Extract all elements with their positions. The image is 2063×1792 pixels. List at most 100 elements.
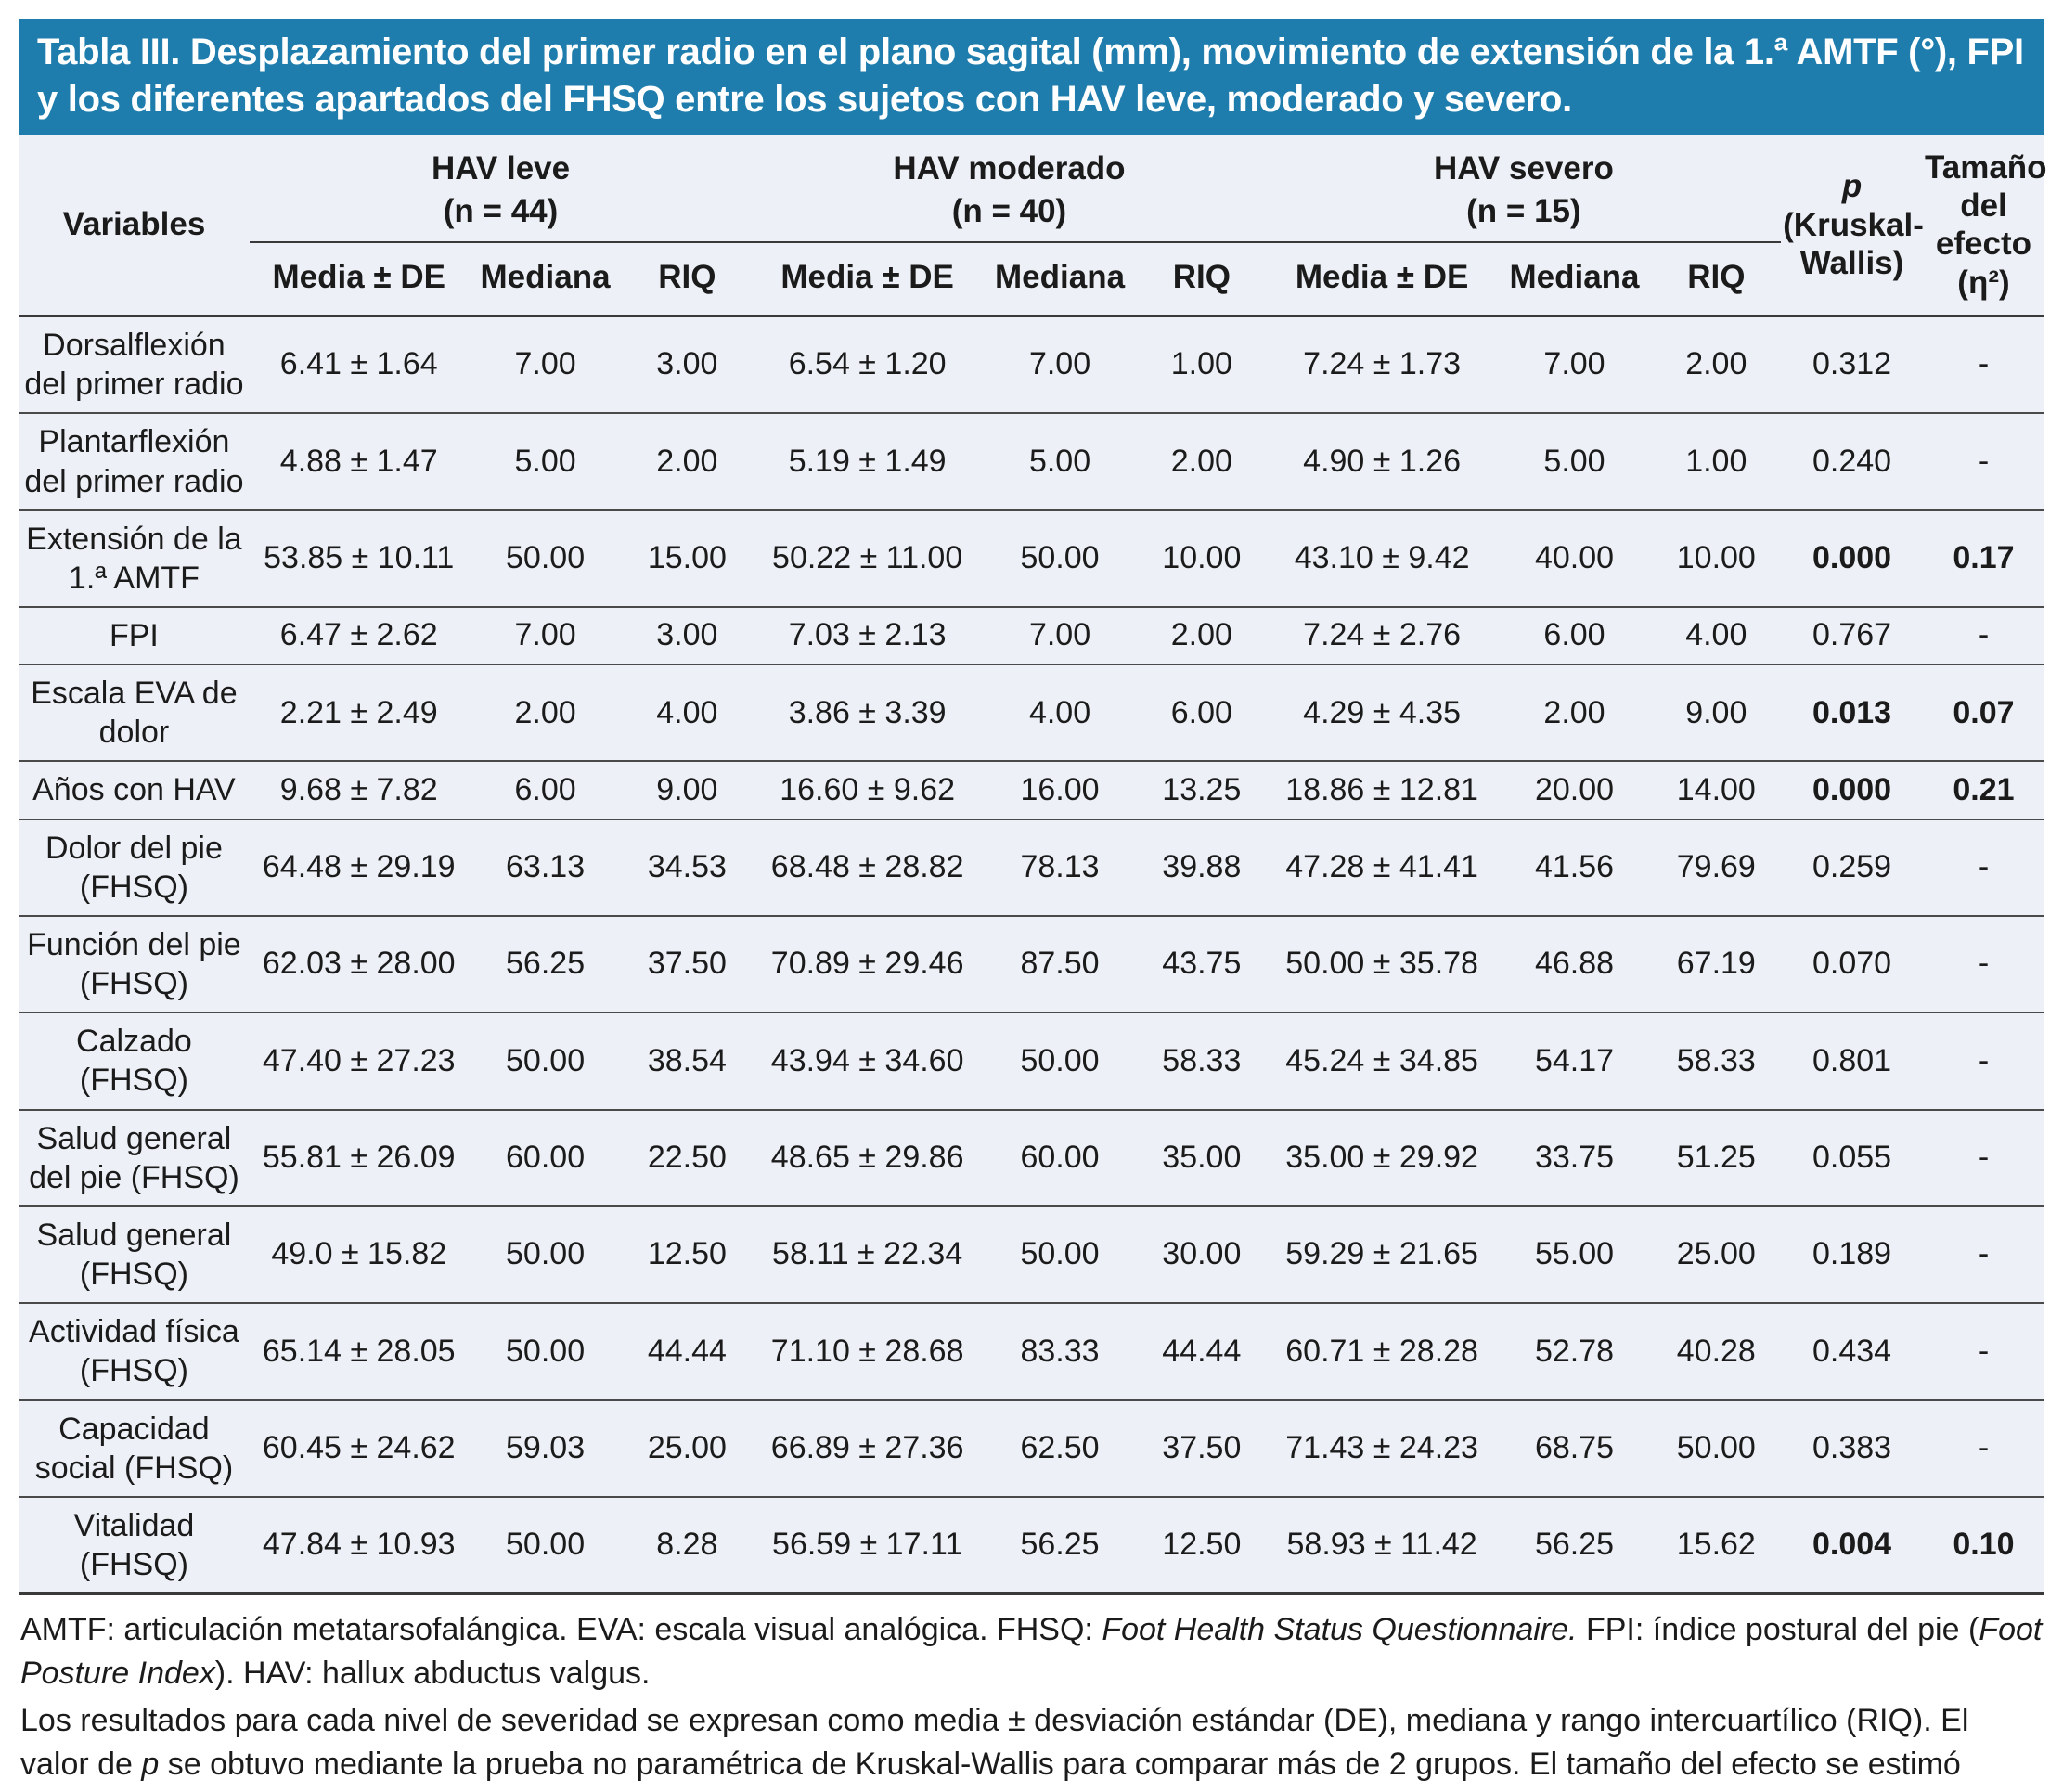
stat-value: 50.00 — [1651, 1399, 1782, 1498]
row-label: Función del pie (FHSQ) — [19, 915, 250, 1014]
stat-value: 3.86 ± 3.39 — [752, 664, 984, 763]
group-n: (n = 44) — [443, 192, 559, 229]
row-label: Dorsalflexión del primer radio — [19, 316, 250, 415]
stat-value: 18.86 ± 12.81 — [1266, 761, 1498, 820]
effect-size-value: 0.21 — [1922, 761, 2044, 820]
group-header-row: Variables HAV leve (n = 44) HAV moderado… — [19, 135, 2047, 318]
stat-value: 68.48 ± 28.82 — [752, 819, 984, 917]
stat-value: 55.00 — [1497, 1205, 1652, 1305]
stat-value: 3.00 — [622, 316, 753, 415]
stat-header-riq: RIQ — [622, 242, 753, 318]
stat-value: 50.00 — [983, 1205, 1137, 1305]
stat-value: 54.17 — [1497, 1012, 1652, 1111]
effect-size-value: 0.17 — [1922, 509, 2044, 609]
stat-value: 9.00 — [622, 761, 753, 820]
stat-value: 58.33 — [1651, 1012, 1782, 1111]
stat-value: 6.47 ± 2.62 — [249, 607, 469, 666]
row-label: Escala EVA de dolor — [19, 664, 250, 763]
p-value: 0.383 — [1781, 1399, 1923, 1498]
stat-value: 8.28 — [622, 1496, 753, 1596]
stat-value: 63.13 — [468, 819, 623, 917]
stat-value: 9.00 — [1651, 664, 1782, 763]
stat-value: 68.75 — [1497, 1399, 1652, 1498]
table-row: Vitalidad (FHSQ) 47.84 ± 10.93 50.00 8.28 56… — [19, 1496, 2044, 1596]
stat-value: 14.00 — [1651, 761, 1782, 820]
stat-value: 50.00 — [468, 1205, 623, 1305]
stat-value: 50.00 — [468, 509, 623, 609]
effect-size-value: - — [1922, 413, 2044, 511]
stat-value: 79.69 — [1651, 819, 1782, 917]
stat-value: 5.00 — [468, 413, 623, 511]
effect-size-value: - — [1922, 1399, 2044, 1498]
stat-value: 2.00 — [468, 664, 623, 763]
stat-value: 60.71 ± 28.28 — [1266, 1303, 1498, 1401]
eta-squared-symbol: (η²) — [1957, 264, 2010, 301]
stat-value: 50.00 ± 35.78 — [1266, 915, 1498, 1014]
row-label: Plantarflexión del primer radio — [19, 413, 250, 511]
stat-value: 9.68 ± 7.82 — [249, 761, 469, 820]
effect-size-value: - — [1922, 1012, 2044, 1111]
stat-value: 60.45 ± 24.62 — [249, 1399, 469, 1498]
row-label: Vitalidad (FHSQ) — [19, 1496, 250, 1596]
row-label: Capacidad social (FHSQ) — [19, 1399, 250, 1498]
stat-value: 15.00 — [622, 509, 753, 609]
stat-value: 4.88 ± 1.47 — [249, 413, 469, 511]
p-value: 0.000 — [1781, 509, 1923, 609]
effect-size-value: - — [1922, 316, 2044, 415]
row-label: Dolor del pie (FHSQ) — [19, 819, 250, 917]
stat-value: 78.13 — [983, 819, 1137, 917]
footnote-text: FPI: índice postural del pie ( — [1577, 1612, 1979, 1648]
footnote-text: ). HAV: hallux abductus valgus. — [214, 1656, 651, 1692]
group-name: HAV leve — [431, 150, 571, 187]
stat-value: 7.00 — [468, 607, 623, 666]
stat-value: 7.24 ± 1.73 — [1266, 316, 1498, 415]
group-header-hav-leve: HAV leve (n = 44) — [249, 135, 753, 244]
stat-value: 83.33 — [983, 1303, 1137, 1401]
stat-value: 58.93 ± 11.42 — [1266, 1496, 1498, 1596]
stat-value: 40.00 — [1497, 509, 1652, 609]
stat-value: 4.00 — [983, 664, 1137, 763]
table-body: Dorsalflexión del primer radio 6.41 ± 1.6… — [19, 316, 2044, 1596]
stat-value: 62.03 ± 28.00 — [249, 915, 469, 1014]
stat-value: 25.00 — [622, 1399, 753, 1498]
stat-value: 55.81 ± 26.09 — [249, 1109, 469, 1207]
stat-value: 2.21 ± 2.49 — [249, 664, 469, 763]
stat-value: 16.60 ± 9.62 — [752, 761, 984, 820]
table-title: Tabla III. Desplazamiento del primer rad… — [19, 19, 2044, 135]
stat-value: 47.28 ± 41.41 — [1266, 819, 1498, 917]
stat-value: 1.00 — [1651, 413, 1782, 511]
stat-value: 46.88 — [1497, 915, 1652, 1014]
stat-value: 6.54 ± 1.20 — [752, 316, 984, 415]
stat-value: 51.25 — [1651, 1109, 1782, 1207]
p-value: 0.000 — [1781, 761, 1923, 820]
stat-value: 7.24 ± 2.76 — [1266, 607, 1498, 666]
footnote-methods: Los resultados para cada nivel de severi… — [20, 1699, 2043, 1792]
stat-header-row: Media ± DE Mediana RIQ Media ± DE Median… — [19, 242, 2044, 318]
table-row: FPI 6.47 ± 2.62 7.00 3.00 7.03 ± 2.13 7.00 2.0… — [19, 607, 2044, 666]
stat-value: 6.00 — [1136, 664, 1267, 763]
stat-value: 15.62 — [1651, 1496, 1782, 1596]
footnote-text: AMTF: articulación metatarsofalángica. E… — [20, 1612, 1102, 1648]
stat-value: 10.00 — [1136, 509, 1267, 609]
p-value-column-header: p (Kruskal- Wallis) — [1781, 135, 1924, 318]
row-label: Salud general del pie (FHSQ) — [19, 1109, 250, 1207]
stat-value: 4.00 — [1651, 607, 1782, 666]
p-value: 0.004 — [1781, 1496, 1923, 1596]
stat-value: 67.19 — [1651, 915, 1782, 1014]
stat-value: 50.00 — [468, 1012, 623, 1111]
stat-value: 44.44 — [1136, 1303, 1267, 1401]
group-header-hav-severo: HAV severo (n = 15) — [1266, 135, 1782, 244]
stat-value: 38.54 — [622, 1012, 753, 1111]
table-footnotes: AMTF: articulación metatarsofalángica. E… — [19, 1595, 2044, 1792]
stat-value: 3.00 — [622, 607, 753, 666]
group-name: HAV moderado — [893, 150, 1126, 187]
stat-value: 2.00 — [1497, 664, 1652, 763]
stat-value: 50.22 ± 11.00 — [752, 509, 984, 609]
stat-header-media-de: Media ± DE — [752, 242, 984, 318]
p-value: 0.767 — [1781, 607, 1923, 666]
group-n: (n = 40) — [951, 192, 1067, 229]
stat-value: 2.00 — [1651, 316, 1782, 415]
stat-value: 30.00 — [1136, 1205, 1267, 1305]
stat-header-mediana: Mediana — [468, 242, 623, 318]
